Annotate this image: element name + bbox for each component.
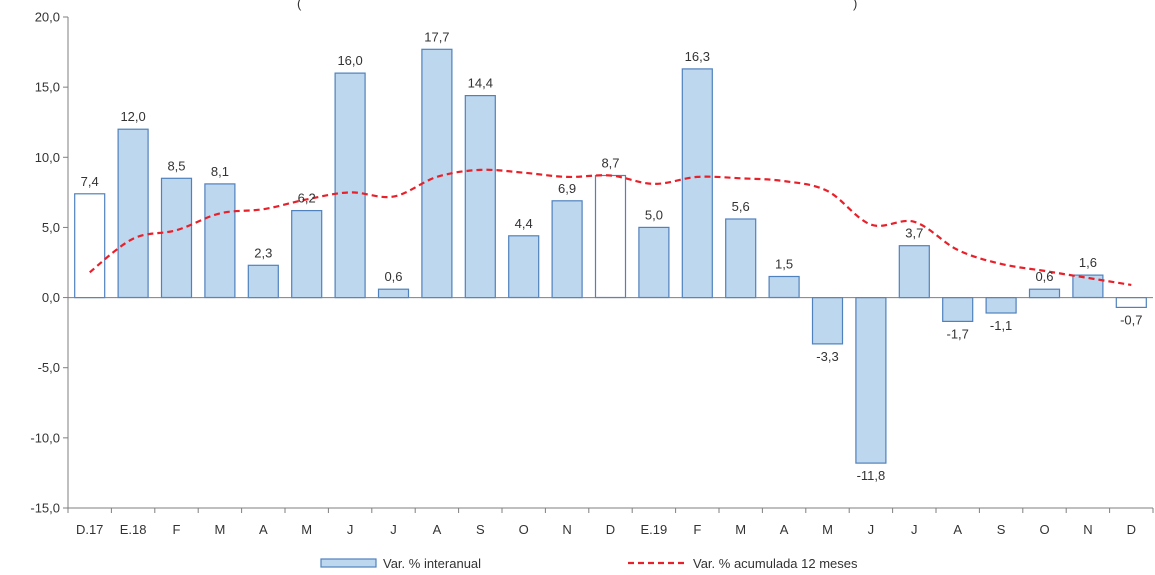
axes: 20,0 15,0 10,0 5,0 0,0 -5,0 -10,0 -15,0 D.17 E.18… xyxy=(30,10,1154,537)
y-tick-label-4: 0,0 xyxy=(42,290,60,305)
data-label-9: 14,4 xyxy=(468,76,493,91)
bar-5 xyxy=(291,210,323,299)
x-tick-label-10: O xyxy=(519,522,529,537)
legend-bar-label: Var. % interanual xyxy=(383,556,481,571)
data-label-21: -1,1 xyxy=(990,318,1012,333)
data-label-13: 5,0 xyxy=(645,207,663,222)
data-label-15: 5,6 xyxy=(732,199,750,214)
x-tick-label-13: E.19 xyxy=(641,522,668,537)
data-label-17: -3,3 xyxy=(816,349,838,364)
data-label-0: 7,4 xyxy=(81,174,99,189)
x-tick-label-23: N xyxy=(1083,522,1092,537)
bar-14 xyxy=(681,68,713,299)
x-tick-label-18: J xyxy=(868,522,875,537)
x-tick-label-19: J xyxy=(911,522,918,537)
x-tick-label-24: D xyxy=(1127,522,1136,537)
x-tick-label-22: O xyxy=(1039,522,1049,537)
x-tick-label-5: M xyxy=(301,522,312,537)
x-tick-label-9: S xyxy=(476,522,485,537)
x-tick-label-12: D xyxy=(606,522,615,537)
x-tick-label-3: M xyxy=(214,522,225,537)
x-tick-label-16: A xyxy=(780,522,789,537)
bar-21 xyxy=(985,297,1017,314)
y-tick-label-6: -10,0 xyxy=(30,430,60,445)
bar-3 xyxy=(204,183,236,299)
bar-10 xyxy=(508,235,540,299)
title-close-paren: ) xyxy=(853,0,857,11)
data-label-19: 3,7 xyxy=(905,226,923,241)
data-label-23: 1,6 xyxy=(1079,255,1097,270)
x-tick-label-7: J xyxy=(390,522,397,537)
data-label-4: 2,3 xyxy=(254,245,272,260)
bar-16 xyxy=(768,275,800,299)
legend: Var. % interanual Var. % acumulada 12 mes… xyxy=(320,556,858,571)
x-tick-label-14: F xyxy=(693,522,701,537)
bar-2 xyxy=(160,177,193,299)
bar-24 xyxy=(1115,297,1147,309)
y-tick-label-5: -5,0 xyxy=(38,360,60,375)
bar-11 xyxy=(551,200,583,299)
data-label-24: -0,7 xyxy=(1120,312,1142,327)
bar-1 xyxy=(117,128,149,299)
data-label-10: 4,4 xyxy=(515,216,533,231)
bar-23 xyxy=(1072,274,1104,299)
data-label-20: -1,7 xyxy=(946,326,968,341)
y-tick-label-3: 5,0 xyxy=(42,220,60,235)
y-tick-label-7: -15,0 xyxy=(30,501,60,516)
y-tick-label-2: 10,0 xyxy=(35,150,60,165)
bar-7 xyxy=(377,288,410,299)
x-tick-label-11: N xyxy=(562,522,571,537)
data-label-8: 17,7 xyxy=(424,29,449,44)
x-tick-label-20: A xyxy=(953,522,962,537)
bar-18 xyxy=(855,297,887,464)
x-tick-label-0: D.17 xyxy=(76,522,103,537)
data-label-7: 0,6 xyxy=(384,269,402,284)
data-label-6: 16,0 xyxy=(337,53,362,68)
bar-19 xyxy=(898,245,930,299)
bar-4 xyxy=(247,264,279,299)
bar-20 xyxy=(942,297,974,323)
data-label-18: -11,8 xyxy=(857,468,886,483)
title-open-paren: ( xyxy=(297,0,302,11)
data-label-3: 8,1 xyxy=(211,164,229,179)
bar-17 xyxy=(811,297,844,345)
legend-bar-swatch xyxy=(320,558,377,568)
data-label-1: 12,0 xyxy=(120,109,145,124)
data-label-11: 6,9 xyxy=(558,181,576,196)
data-label-14: 16,3 xyxy=(685,49,710,64)
y-tick-label-1: 15,0 xyxy=(35,80,60,95)
bar-13 xyxy=(638,226,670,299)
y-tick-label-0: 20,0 xyxy=(35,10,60,25)
data-labels: 7,4 12,0 8,5 8,1 2,3 6,2 16,0 0,6 17,7 14,4 4,4 6,9… xyxy=(81,29,1143,483)
bar-15 xyxy=(725,218,757,299)
line-series xyxy=(89,168,1132,286)
data-label-2: 8,5 xyxy=(167,158,185,173)
x-tick-label-4: A xyxy=(259,522,268,537)
x-tick-label-6: J xyxy=(347,522,354,537)
bar-6 xyxy=(334,72,366,299)
bar-22 xyxy=(1028,288,1061,299)
data-label-12: 8,7 xyxy=(601,156,619,171)
x-tick-label-8: A xyxy=(433,522,442,537)
x-tick-label-17: M xyxy=(822,522,833,537)
x-tick-label-1: E.18 xyxy=(120,522,147,537)
data-label-16: 1,5 xyxy=(775,257,793,272)
x-tick-label-15: M xyxy=(735,522,746,537)
title-fragments: () xyxy=(297,0,857,11)
bar-9 xyxy=(464,94,496,299)
x-tick-label-2: F xyxy=(173,522,181,537)
x-tick-label-21: S xyxy=(997,522,1006,537)
data-label-5: 6,2 xyxy=(298,191,316,206)
legend-line-label: Var. % acumulada 12 meses xyxy=(693,556,858,571)
bar-0 xyxy=(74,193,106,299)
bar-12 xyxy=(594,174,627,299)
data-label-22: 0,6 xyxy=(1035,269,1053,284)
bar-series xyxy=(74,48,1147,464)
line-accumulated xyxy=(89,168,1132,286)
